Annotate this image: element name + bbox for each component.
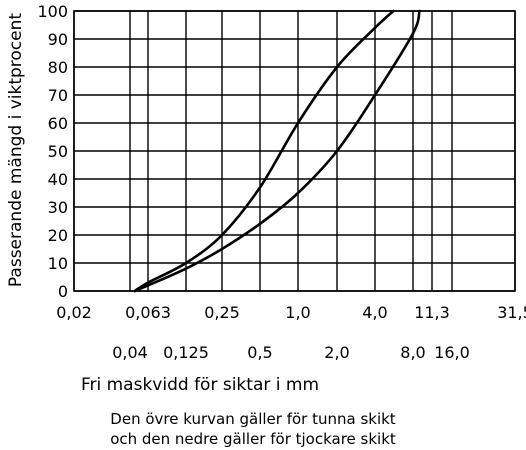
y-tick-label: 60 <box>48 114 68 133</box>
y-tick-label: 50 <box>48 142 68 161</box>
x-tick-label-upper: 31,5 <box>497 303 526 322</box>
y-tick-label: 80 <box>48 58 68 77</box>
x-tick-label-lower: 8,0 <box>400 343 425 362</box>
y-tick-label: 20 <box>48 226 68 245</box>
y-tick-label: 100 <box>37 2 68 21</box>
y-tick-label: 70 <box>48 86 68 105</box>
x-tick-label-lower: 2,0 <box>324 343 349 362</box>
x-tick-labels-upper: 0,02 0,063 0,25 1,0 4,0 11,3 31,5 <box>56 303 526 322</box>
x-tick-label-lower: 0,125 <box>163 343 209 362</box>
y-axis-title: Passerande mängd i viktprocent <box>6 13 26 287</box>
y-tick-label: 30 <box>48 198 68 217</box>
caption-line-2: och den nedre gäller för tjockare skikt <box>110 430 396 448</box>
y-tick-label: 90 <box>48 30 68 49</box>
y-tick-labels: 0 10 20 30 40 50 60 70 80 90 100 <box>37 2 68 301</box>
caption-line-1: Den övre kurvan gäller för tunna skikt <box>110 410 396 428</box>
x-tick-label-lower: 0,04 <box>112 343 148 362</box>
x-tick-label-upper: 4,0 <box>362 303 387 322</box>
y-tick-label: 40 <box>48 170 68 189</box>
x-tick-label-upper: 0,25 <box>204 303 240 322</box>
x-tick-label-upper: 0,063 <box>125 303 171 322</box>
y-tick-label: 0 <box>58 282 68 301</box>
x-tick-labels-lower: 0,04 0,125 0,5 2,0 8,0 16,0 <box>112 343 470 362</box>
x-tick-label-lower: 16,0 <box>434 343 470 362</box>
y-tick-label: 10 <box>48 254 68 273</box>
x-tick-label-upper: 11,3 <box>414 303 450 322</box>
x-axis-title: Fri maskvidd för siktar i mm <box>81 375 319 395</box>
x-tick-label-upper: 1,0 <box>285 303 310 322</box>
x-tick-label-lower: 0,5 <box>247 343 272 362</box>
grid <box>74 11 515 291</box>
x-tick-label-upper: 0,02 <box>56 303 92 322</box>
